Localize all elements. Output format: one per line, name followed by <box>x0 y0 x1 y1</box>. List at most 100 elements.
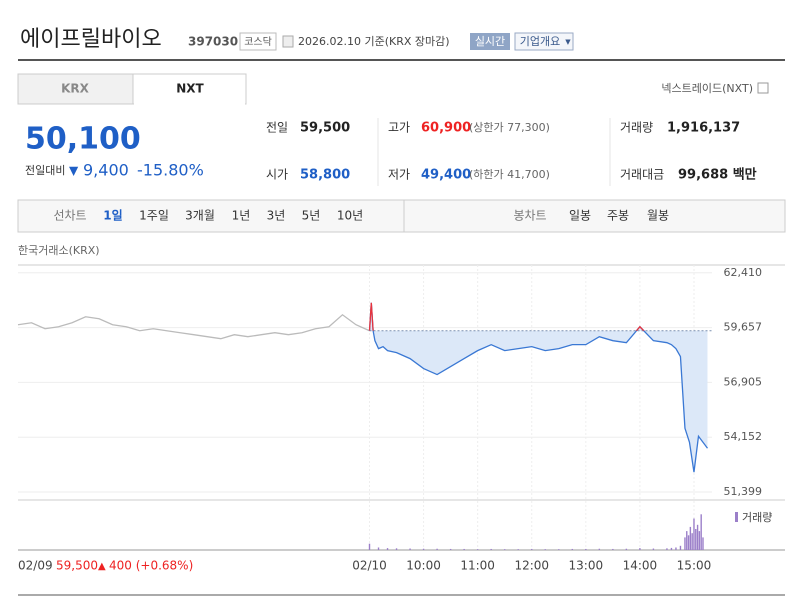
stat-extra: (하한가 41,700) <box>469 167 550 181</box>
x-tick-label: 02/10 <box>352 559 387 573</box>
volume-bar <box>639 548 641 550</box>
volume-bar <box>684 537 686 550</box>
x-tick-label: 15:00 <box>677 559 712 573</box>
stat-label: 고가 <box>388 121 410 135</box>
volume-bar <box>386 548 389 550</box>
change: 9,400 <box>83 161 129 180</box>
nxt-link[interactable]: 넥스트레이드(NXT) <box>661 82 753 95</box>
volume-bar <box>409 548 411 550</box>
volume-bar <box>691 533 693 550</box>
volume-bar <box>476 549 479 550</box>
volume-bar <box>693 518 695 550</box>
volume-bar <box>544 549 546 550</box>
period-btn[interactable]: 1년 <box>232 209 251 223</box>
period-btn[interactable]: 3년 <box>267 209 286 223</box>
volume-legend-swatch <box>735 512 738 522</box>
volume-bar <box>675 547 677 550</box>
stock-code: 397030 <box>188 35 238 49</box>
volume-bar <box>670 547 673 550</box>
period-btn[interactable]: 5년 <box>302 209 321 223</box>
volume-bar <box>517 549 519 550</box>
volume-bar <box>612 548 614 550</box>
period-bar <box>17 199 786 233</box>
market: 코스닥 <box>244 36 272 48</box>
stat-value: 59,500 <box>300 121 350 136</box>
period-title: 선차트 <box>53 209 86 223</box>
tab-krx[interactable] <box>17 73 134 105</box>
y-tick-label: 62,410 <box>724 266 763 279</box>
stat-value: 99,688 백만 <box>678 167 757 183</box>
volume-bar <box>571 548 573 550</box>
volume-bar <box>490 548 492 550</box>
volume-bar <box>598 548 601 550</box>
caret: ▼ <box>565 38 571 46</box>
footer-change: 400 (+0.68%) <box>109 559 193 573</box>
volume-bar <box>377 547 380 550</box>
down-arrow: ▼ <box>69 164 79 178</box>
current-price: 50,100 <box>25 122 141 157</box>
candle-btn[interactable]: 주봉 <box>607 209 629 223</box>
volume-bar <box>698 531 701 550</box>
calendar-icon <box>282 35 294 48</box>
tab-label[interactable]: NXT <box>176 82 204 96</box>
volume-bar <box>652 548 655 550</box>
period-btn[interactable]: 10년 <box>337 209 363 223</box>
stat-label: 저가 <box>388 168 410 182</box>
x-tick-label: 12:00 <box>514 559 549 573</box>
volume-bar <box>625 548 628 550</box>
candle-btn[interactable]: 월봉 <box>647 209 669 223</box>
x-tick-label: 11:00 <box>460 559 495 573</box>
period-btn[interactable]: 3개월 <box>185 209 215 223</box>
rate: -15.80% <box>137 161 204 180</box>
stat-label: 거래량 <box>620 121 653 135</box>
period-btn[interactable]: 1주일 <box>139 209 169 223</box>
volume-bar <box>695 529 697 550</box>
volume-bar <box>558 549 560 550</box>
stat-value: 60,900 <box>421 121 471 136</box>
x-tick-label: 13:00 <box>569 559 604 573</box>
x-tick-label: 10:00 <box>406 559 441 573</box>
period-btn[interactable]: 1일 <box>103 209 122 223</box>
volume-bar <box>395 548 398 550</box>
volume-bar <box>679 545 682 550</box>
y-tick-label: 51,399 <box>724 485 763 498</box>
source: 한국거래소(KRX) <box>18 244 100 257</box>
candle-title: 봉차트 <box>513 209 546 223</box>
stat-value: 49,400 <box>421 168 471 183</box>
date: 2026.02.10 기준(KRX 장마감) <box>298 35 450 48</box>
stock-name: 에이프릴바이오 <box>20 27 162 52</box>
footer-price: 59,500 <box>56 559 98 573</box>
volume-bar <box>689 526 692 550</box>
realtime-btn[interactable] <box>470 33 510 50</box>
stat-value: 1,916,137 <box>667 121 740 136</box>
realtime[interactable]: 실시간 <box>475 35 505 48</box>
company[interactable]: 기업개요 <box>520 35 560 48</box>
stat-label: 시가 <box>266 168 288 182</box>
stat-label: 전일 <box>266 121 288 135</box>
volume-bar <box>504 549 506 550</box>
y-tick-label: 56,905 <box>724 375 763 388</box>
volume-bar <box>686 531 688 550</box>
price-line <box>17 313 370 340</box>
stat-extra: (상한가 77,300) <box>469 121 550 134</box>
volume-bar <box>687 535 690 550</box>
market-tag <box>239 32 277 51</box>
volume-bar <box>436 548 438 550</box>
candle-btn[interactable]: 일봉 <box>569 209 591 223</box>
volume-bar <box>702 537 704 550</box>
x-tick-label: 02/09 <box>18 559 53 573</box>
help-icon[interactable] <box>757 82 769 94</box>
volume-bar <box>368 543 371 550</box>
change-label: 전일대비 <box>25 163 65 177</box>
price-line <box>368 302 709 473</box>
volume-bar <box>666 548 668 550</box>
tab-nxt[interactable] <box>132 73 247 105</box>
volume-bar <box>700 514 702 550</box>
company-btn[interactable] <box>514 32 574 51</box>
volume-bar <box>422 548 425 550</box>
volume-bar <box>585 548 587 550</box>
volume-bar <box>696 524 699 550</box>
tab-label[interactable]: KRX <box>61 82 90 96</box>
